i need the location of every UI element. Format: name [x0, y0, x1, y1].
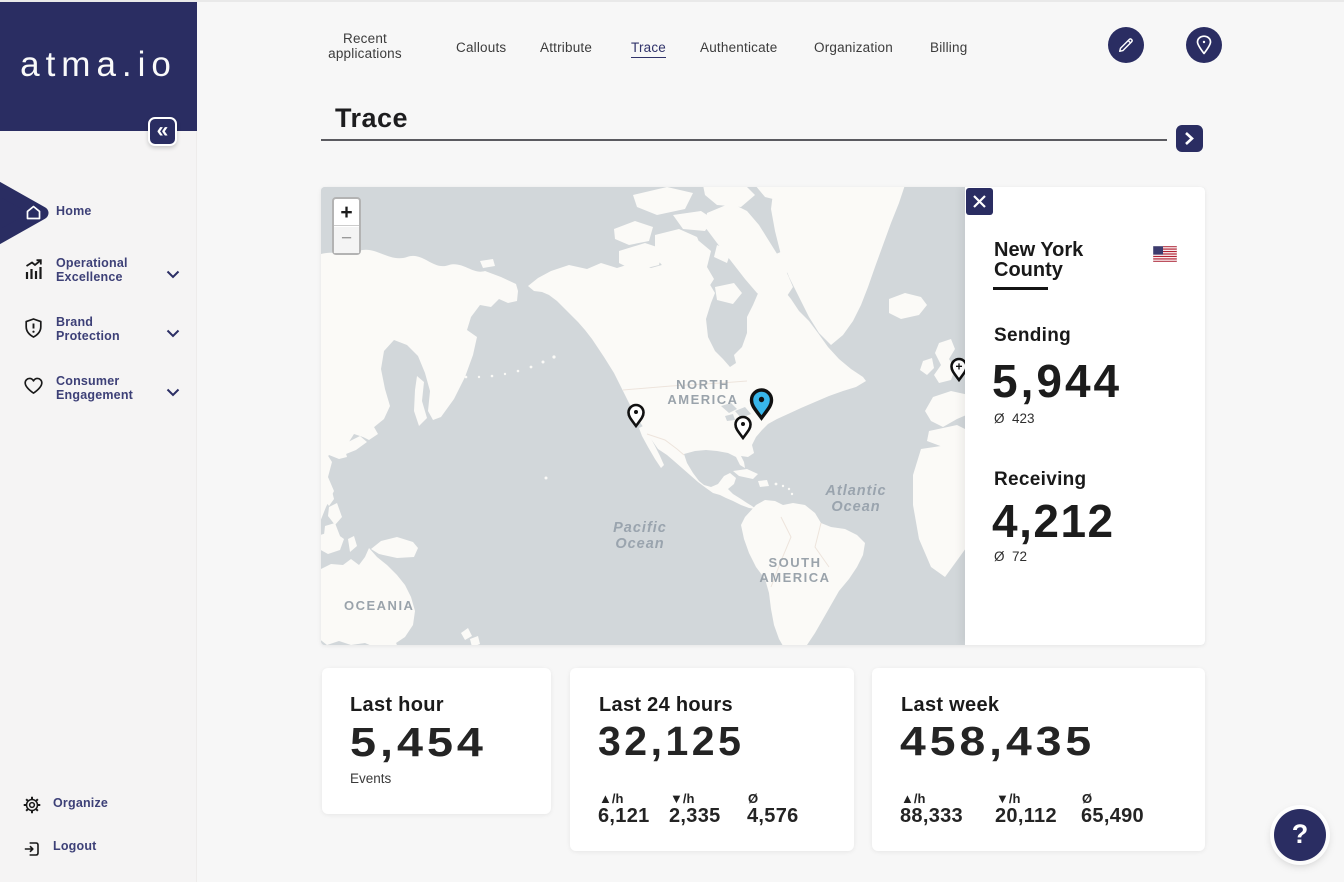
svg-text:+: + — [955, 360, 962, 374]
